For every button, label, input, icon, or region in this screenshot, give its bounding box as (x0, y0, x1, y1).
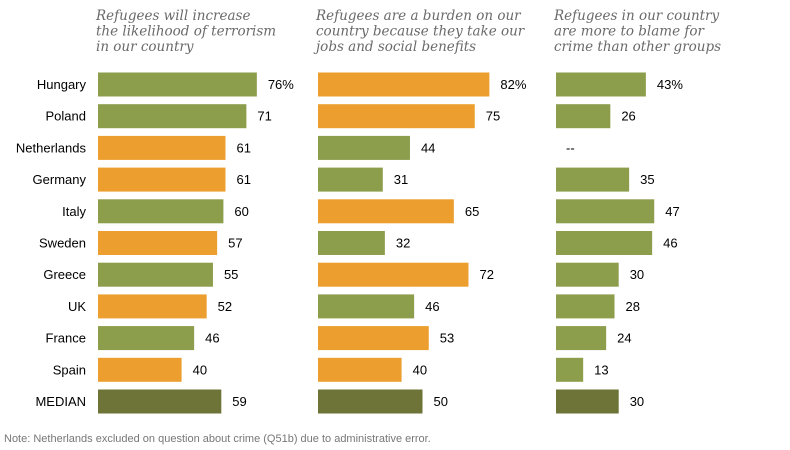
bar-s3-germany (556, 167, 630, 192)
category-label-germany: Germany (33, 172, 87, 187)
value-label-s1-netherlands: 61 (236, 140, 250, 155)
value-label-s1-greece: 55 (224, 267, 238, 282)
value-label-s2-sweden: 32 (396, 236, 410, 251)
value-label-s3-italy: 47 (665, 204, 679, 219)
bar-s1-netherlands (98, 135, 226, 160)
bar-s3-sweden (556, 231, 653, 255)
bar-s1-median (98, 389, 222, 414)
value-label-s3-uk: 28 (626, 299, 640, 314)
value-label-s2-uk: 46 (425, 299, 439, 314)
value-label-s1-hungary: 76% (268, 77, 294, 92)
panel-3-title-line-1: Refugees in our country (553, 8, 720, 24)
value-label-s1-spain: 40 (193, 362, 207, 377)
category-label-spain: Spain (53, 362, 86, 377)
bar-s2-france (318, 326, 429, 351)
panel-3-title-line-3: crime than other groups (554, 39, 721, 55)
panel-2-title-line-3: jobs and social benefits (313, 39, 476, 55)
category-label-poland: Poland (46, 109, 86, 124)
value-label-s3-greece: 30 (630, 267, 644, 282)
value-label-s2-germany: 31 (394, 172, 408, 187)
panel-3-title-line-2: are more to blame for (554, 24, 706, 40)
category-label-uk: UK (68, 299, 86, 314)
value-label-s3-poland: 26 (621, 109, 635, 124)
value-label-s2-netherlands: 44 (421, 140, 435, 155)
bar-s2-sweden (318, 231, 385, 255)
value-label-s1-poland: 71 (257, 109, 271, 124)
bar-s1-france (98, 326, 195, 351)
value-label-s2-poland: 75 (486, 109, 500, 124)
bar-s2-germany (318, 167, 383, 192)
value-label-s1-sweden: 57 (228, 236, 242, 251)
bar-s1-greece (98, 262, 213, 287)
bar-s1-italy (98, 199, 224, 224)
bar-s2-spain (318, 357, 402, 382)
category-label-netherlands: Netherlands (16, 140, 87, 155)
value-label-s3-spain: 13 (594, 362, 608, 377)
bar-s1-sweden (98, 231, 218, 255)
bar-s3-italy (556, 199, 655, 224)
value-label-s2-median: 50 (434, 394, 448, 409)
bar-s3-spain (556, 357, 584, 382)
value-label-s3-france: 24 (617, 331, 631, 346)
category-label-italy: Italy (62, 204, 86, 219)
value-label-s3-germany: 35 (640, 172, 654, 187)
bar-s3-greece (556, 262, 619, 287)
bar-s3-france (556, 326, 607, 351)
value-label-s2-france: 53 (440, 331, 454, 346)
panel-2-title-line-1: Refugees are a burden on our (315, 8, 522, 24)
value-label-s2-hungary: 82% (500, 77, 526, 92)
value-label-s3-median: 30 (630, 394, 644, 409)
bar-s2-uk (318, 294, 415, 319)
bar-s3-hungary (556, 72, 646, 97)
category-label-greece: Greece (43, 267, 86, 282)
bar-s2-poland (318, 104, 475, 129)
footnote: Note: Netherlands excluded on question a… (4, 433, 431, 445)
value-label-s3-hungary: 43% (657, 77, 683, 92)
value-label-s1-median: 59 (232, 394, 246, 409)
bar-s1-poland (98, 104, 247, 129)
bar-s1-hungary (98, 72, 257, 97)
bar-s2-italy (318, 199, 454, 224)
value-label-s2-spain: 40 (413, 362, 427, 377)
value-label-s2-greece: 72 (479, 267, 493, 282)
bar-s2-median (318, 389, 423, 414)
value-label-s1-italy: 60 (234, 204, 248, 219)
value-label-s1-france: 46 (205, 331, 219, 346)
bar-s1-germany (98, 167, 226, 192)
value-label-s3-netherlands: -- (566, 140, 575, 155)
value-label-s1-uk: 52 (218, 299, 232, 314)
panel-1-title-line-3: in our country (96, 39, 194, 55)
value-label-s3-sweden: 46 (663, 236, 677, 251)
bar-s3-uk (556, 294, 615, 319)
bar-s2-greece (318, 262, 469, 287)
panel-2-title-line-2: country because they take our (316, 24, 526, 40)
value-label-s2-italy: 65 (465, 204, 479, 219)
bar-s3-poland (556, 104, 611, 129)
category-label-france: France (46, 331, 86, 346)
bar-s3-median (556, 389, 619, 414)
refugee-attitudes-chart: Hungary Poland Netherlands Germany Italy Swed… (16, 8, 721, 414)
category-label-sweden: Sweden (39, 236, 86, 251)
panel-1-title-line-2: the likelihood of terrorism (96, 24, 276, 40)
value-label-s1-germany: 61 (236, 172, 250, 187)
category-label-median: MEDIAN (35, 394, 86, 409)
panel-1-title-line-1: Refugees will increase (95, 8, 250, 24)
bar-s2-hungary (318, 72, 490, 97)
bar-s1-uk (98, 294, 207, 319)
category-label-hungary: Hungary (37, 77, 87, 92)
bar-s2-netherlands (318, 135, 410, 160)
bar-s1-spain (98, 357, 182, 382)
